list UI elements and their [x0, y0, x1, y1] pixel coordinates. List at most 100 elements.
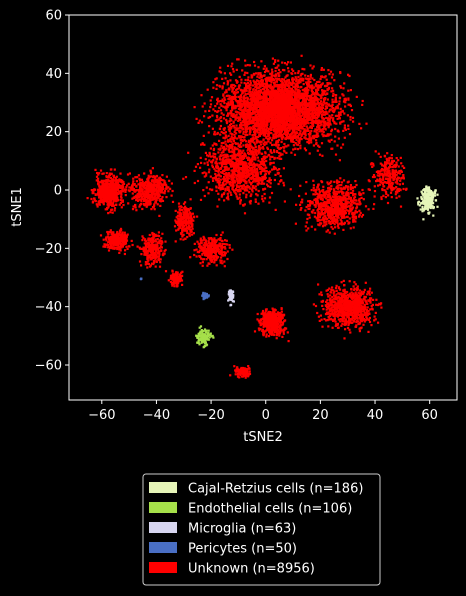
data-point	[335, 106, 338, 109]
data-point	[283, 150, 286, 153]
data-point	[308, 77, 311, 80]
data-point	[293, 93, 296, 96]
data-point	[322, 131, 325, 134]
data-point	[224, 148, 227, 151]
data-point	[223, 137, 226, 140]
data-point	[269, 72, 272, 75]
data-point	[237, 127, 240, 130]
data-point	[207, 181, 210, 184]
data-point	[293, 82, 296, 85]
data-point	[273, 157, 276, 160]
data-point	[314, 82, 317, 85]
data-point	[347, 98, 350, 101]
data-point	[290, 139, 293, 142]
data-point	[275, 128, 279, 131]
data-point	[227, 134, 230, 137]
data-point	[243, 156, 246, 160]
data-point	[227, 161, 230, 164]
data-point	[307, 227, 310, 230]
data-point	[234, 170, 237, 173]
data-point	[218, 183, 221, 186]
data-point	[246, 156, 249, 160]
data-point	[249, 84, 252, 87]
data-point	[349, 186, 352, 189]
data-point	[232, 107, 235, 110]
data-point	[328, 73, 331, 76]
data-point	[329, 220, 332, 223]
data-point	[225, 120, 228, 123]
data-point	[237, 58, 240, 61]
data-point	[297, 91, 300, 95]
data-point	[229, 191, 232, 194]
data-point	[296, 109, 299, 112]
data-point	[263, 121, 266, 124]
data-point	[255, 106, 258, 109]
data-point	[298, 117, 301, 120]
data-point	[243, 117, 246, 120]
data-point	[259, 74, 262, 77]
data-point	[223, 153, 226, 156]
data-point	[325, 210, 328, 213]
data-point	[269, 155, 272, 158]
data-point	[316, 115, 319, 118]
data-point	[328, 231, 331, 234]
data-point	[351, 206, 355, 209]
data-point	[340, 110, 343, 113]
data-point	[268, 180, 271, 183]
data-point	[240, 178, 243, 181]
data-point	[254, 125, 258, 128]
data-point	[258, 81, 261, 84]
data-point	[298, 122, 301, 126]
data-point	[262, 93, 265, 96]
data-point	[233, 90, 236, 93]
data-point	[263, 197, 267, 200]
data-point	[242, 165, 245, 168]
data-point	[289, 123, 293, 126]
data-point	[298, 132, 302, 135]
data-point	[292, 136, 295, 140]
data-point	[254, 100, 257, 103]
data-point	[265, 159, 268, 163]
data-point	[358, 213, 361, 217]
data-point	[294, 103, 297, 106]
data-point	[252, 120, 255, 123]
data-point	[257, 101, 260, 104]
data-point	[340, 222, 343, 225]
data-point	[324, 112, 327, 115]
data-point	[296, 132, 299, 135]
data-point	[320, 75, 323, 78]
data-point	[333, 140, 336, 143]
data-point	[329, 82, 332, 85]
data-point	[315, 103, 318, 106]
data-point	[303, 112, 306, 115]
data-point	[293, 91, 296, 94]
data-point	[338, 116, 341, 120]
data-point	[250, 93, 253, 96]
data-point	[238, 135, 241, 138]
data-point	[321, 110, 324, 113]
data-point	[329, 133, 332, 136]
data-point	[270, 86, 273, 89]
data-point	[216, 110, 219, 114]
data-point	[278, 138, 281, 142]
data-point	[329, 123, 332, 126]
data-point	[252, 100, 255, 103]
data-point	[274, 59, 277, 62]
data-point	[217, 186, 221, 190]
data-point	[248, 119, 251, 122]
data-point	[296, 116, 299, 119]
data-point	[235, 128, 238, 131]
data-point	[296, 112, 300, 115]
data-point	[251, 186, 254, 189]
data-point	[248, 159, 251, 162]
data-point	[232, 184, 235, 187]
data-point	[347, 103, 350, 106]
data-point	[228, 120, 231, 123]
data-point	[256, 110, 259, 113]
data-point	[299, 97, 302, 100]
data-point	[317, 193, 320, 196]
data-point	[242, 149, 245, 152]
data-point	[220, 142, 223, 145]
data-point	[342, 191, 345, 194]
